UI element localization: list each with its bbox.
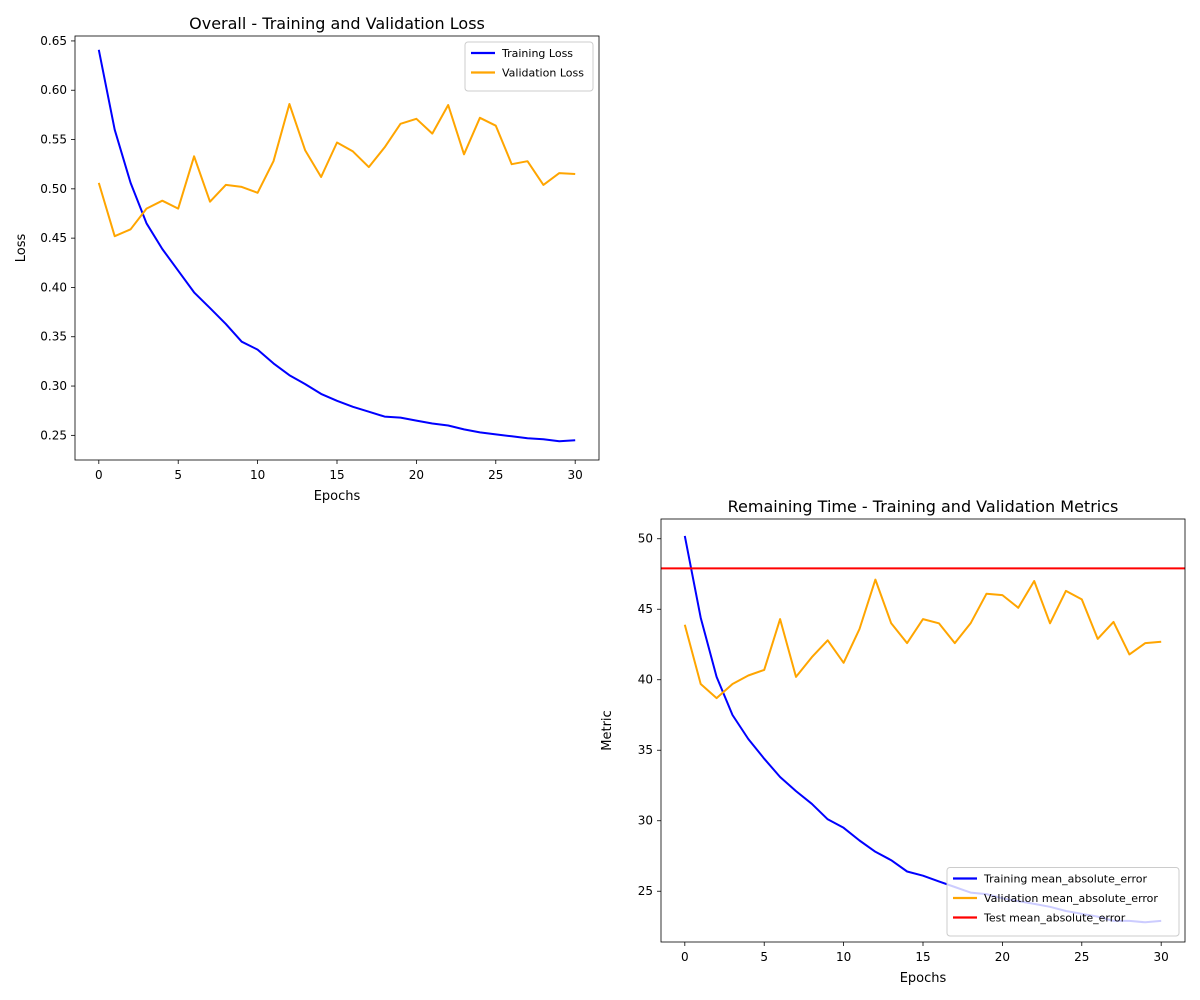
legend-label: Validation Loss: [502, 67, 584, 80]
series-line: [683, 535, 1162, 924]
legend-label: Test mean_absolute_error: [983, 912, 1126, 925]
y-tick-label: 0.60: [40, 83, 67, 97]
x-tick-label: 20: [995, 950, 1010, 964]
y-tick-label: 0.50: [40, 182, 67, 196]
y-tick-label: 0.30: [40, 379, 67, 393]
series-line: [97, 49, 576, 443]
x-axis-label: Epochs: [314, 489, 361, 504]
y-tick-label: 25: [638, 884, 653, 898]
legend-box: [464, 41, 594, 92]
x-tick-label: 0: [95, 468, 103, 482]
axes-frame: [660, 518, 1186, 943]
y-tick-label: 30: [638, 814, 653, 828]
plot-area: [97, 49, 576, 443]
legend-label: Training mean_absolute_error: [983, 873, 1147, 886]
x-tick-label: 15: [915, 950, 930, 964]
axes-frame: [74, 35, 600, 461]
y-tick-label: 35: [638, 743, 653, 757]
y-axis-label: Loss: [14, 234, 29, 263]
series-line: [683, 578, 1162, 700]
x-tick-label: 25: [488, 468, 503, 482]
x-tick-label: 5: [174, 468, 182, 482]
legend-label: Training Loss: [501, 47, 573, 60]
legend-label: Validation mean_absolute_error: [984, 892, 1158, 905]
y-tick-label: 0.55: [40, 133, 67, 147]
legend: Training Loss Validation Loss: [464, 41, 594, 92]
x-tick-label: 5: [760, 950, 768, 964]
chart-title: Remaining Time - Training and Validation…: [728, 497, 1119, 516]
x-tick-label: 10: [250, 468, 265, 482]
y-tick-label: 50: [638, 532, 653, 546]
y-tick-label: 0.35: [40, 330, 67, 344]
y-tick-label: 40: [638, 673, 653, 687]
x-axis-label: Epochs: [900, 971, 947, 986]
chart-title: Overall - Training and Validation Loss: [189, 14, 485, 33]
y-tick-label: 0.25: [40, 428, 67, 442]
chart-2: Remaining Time - Training and Validation…: [600, 497, 1186, 986]
y-tick-label: 45: [638, 602, 653, 616]
y-tick-label: 0.65: [40, 34, 67, 48]
series-line: [97, 103, 576, 238]
x-tick-label: 25: [1074, 950, 1089, 964]
x-tick-label: 10: [836, 950, 851, 964]
legend: Training mean_absolute_error Validation m…: [946, 867, 1180, 937]
x-tick-label: 15: [329, 468, 344, 482]
x-tick-label: 20: [409, 468, 424, 482]
legend-box: [946, 867, 1180, 937]
x-tick-label: 30: [568, 468, 583, 482]
plot-area: [661, 535, 1185, 924]
x-tick-label: 0: [681, 950, 689, 964]
chart-1: Overall - Training and Validation Loss Ep…: [14, 14, 600, 504]
y-tick-label: 0.40: [40, 280, 67, 294]
x-tick-label: 30: [1154, 950, 1169, 964]
y-tick-label: 0.45: [40, 231, 67, 245]
y-axis-label: Metric: [600, 710, 615, 750]
